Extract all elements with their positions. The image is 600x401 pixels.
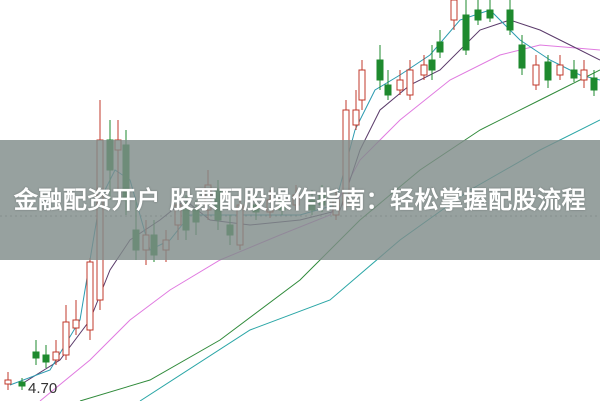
candle-up bbox=[396, 79, 404, 91]
candle-down bbox=[544, 61, 552, 81]
candle-up bbox=[406, 69, 414, 96]
candle-down bbox=[474, 9, 482, 21]
candle-up bbox=[352, 109, 360, 126]
candle-down bbox=[506, 9, 514, 31]
candle-up bbox=[532, 64, 540, 86]
candle-down bbox=[590, 77, 598, 91]
candle-down bbox=[570, 69, 578, 79]
candle-up bbox=[72, 319, 80, 329]
candle-down bbox=[384, 84, 392, 96]
candle-up bbox=[358, 69, 366, 101]
candle-up bbox=[580, 69, 588, 81]
candle-up bbox=[556, 64, 564, 76]
candle-down bbox=[376, 59, 384, 81]
candle-down bbox=[436, 41, 444, 53]
candle-up bbox=[62, 321, 70, 356]
candle-up bbox=[52, 351, 60, 361]
candle-up bbox=[86, 261, 94, 331]
candle-down bbox=[42, 354, 50, 363]
title-banner: 金融配资开户 股票配股操作指南：轻松掌握配股流程 bbox=[0, 140, 600, 260]
candle-up bbox=[420, 64, 428, 76]
candle-down bbox=[428, 59, 436, 71]
candle-down bbox=[486, 9, 494, 19]
candle-up bbox=[4, 379, 12, 385]
candle-down bbox=[462, 14, 470, 51]
price-label: 4.70 bbox=[28, 380, 58, 397]
candle-down bbox=[32, 351, 40, 359]
candle-down bbox=[18, 381, 26, 387]
candle-up bbox=[450, 0, 458, 21]
article-title: 金融配资开户 股票配股操作指南：轻松掌握配股流程 bbox=[13, 185, 587, 214]
candle-down bbox=[518, 44, 526, 69]
